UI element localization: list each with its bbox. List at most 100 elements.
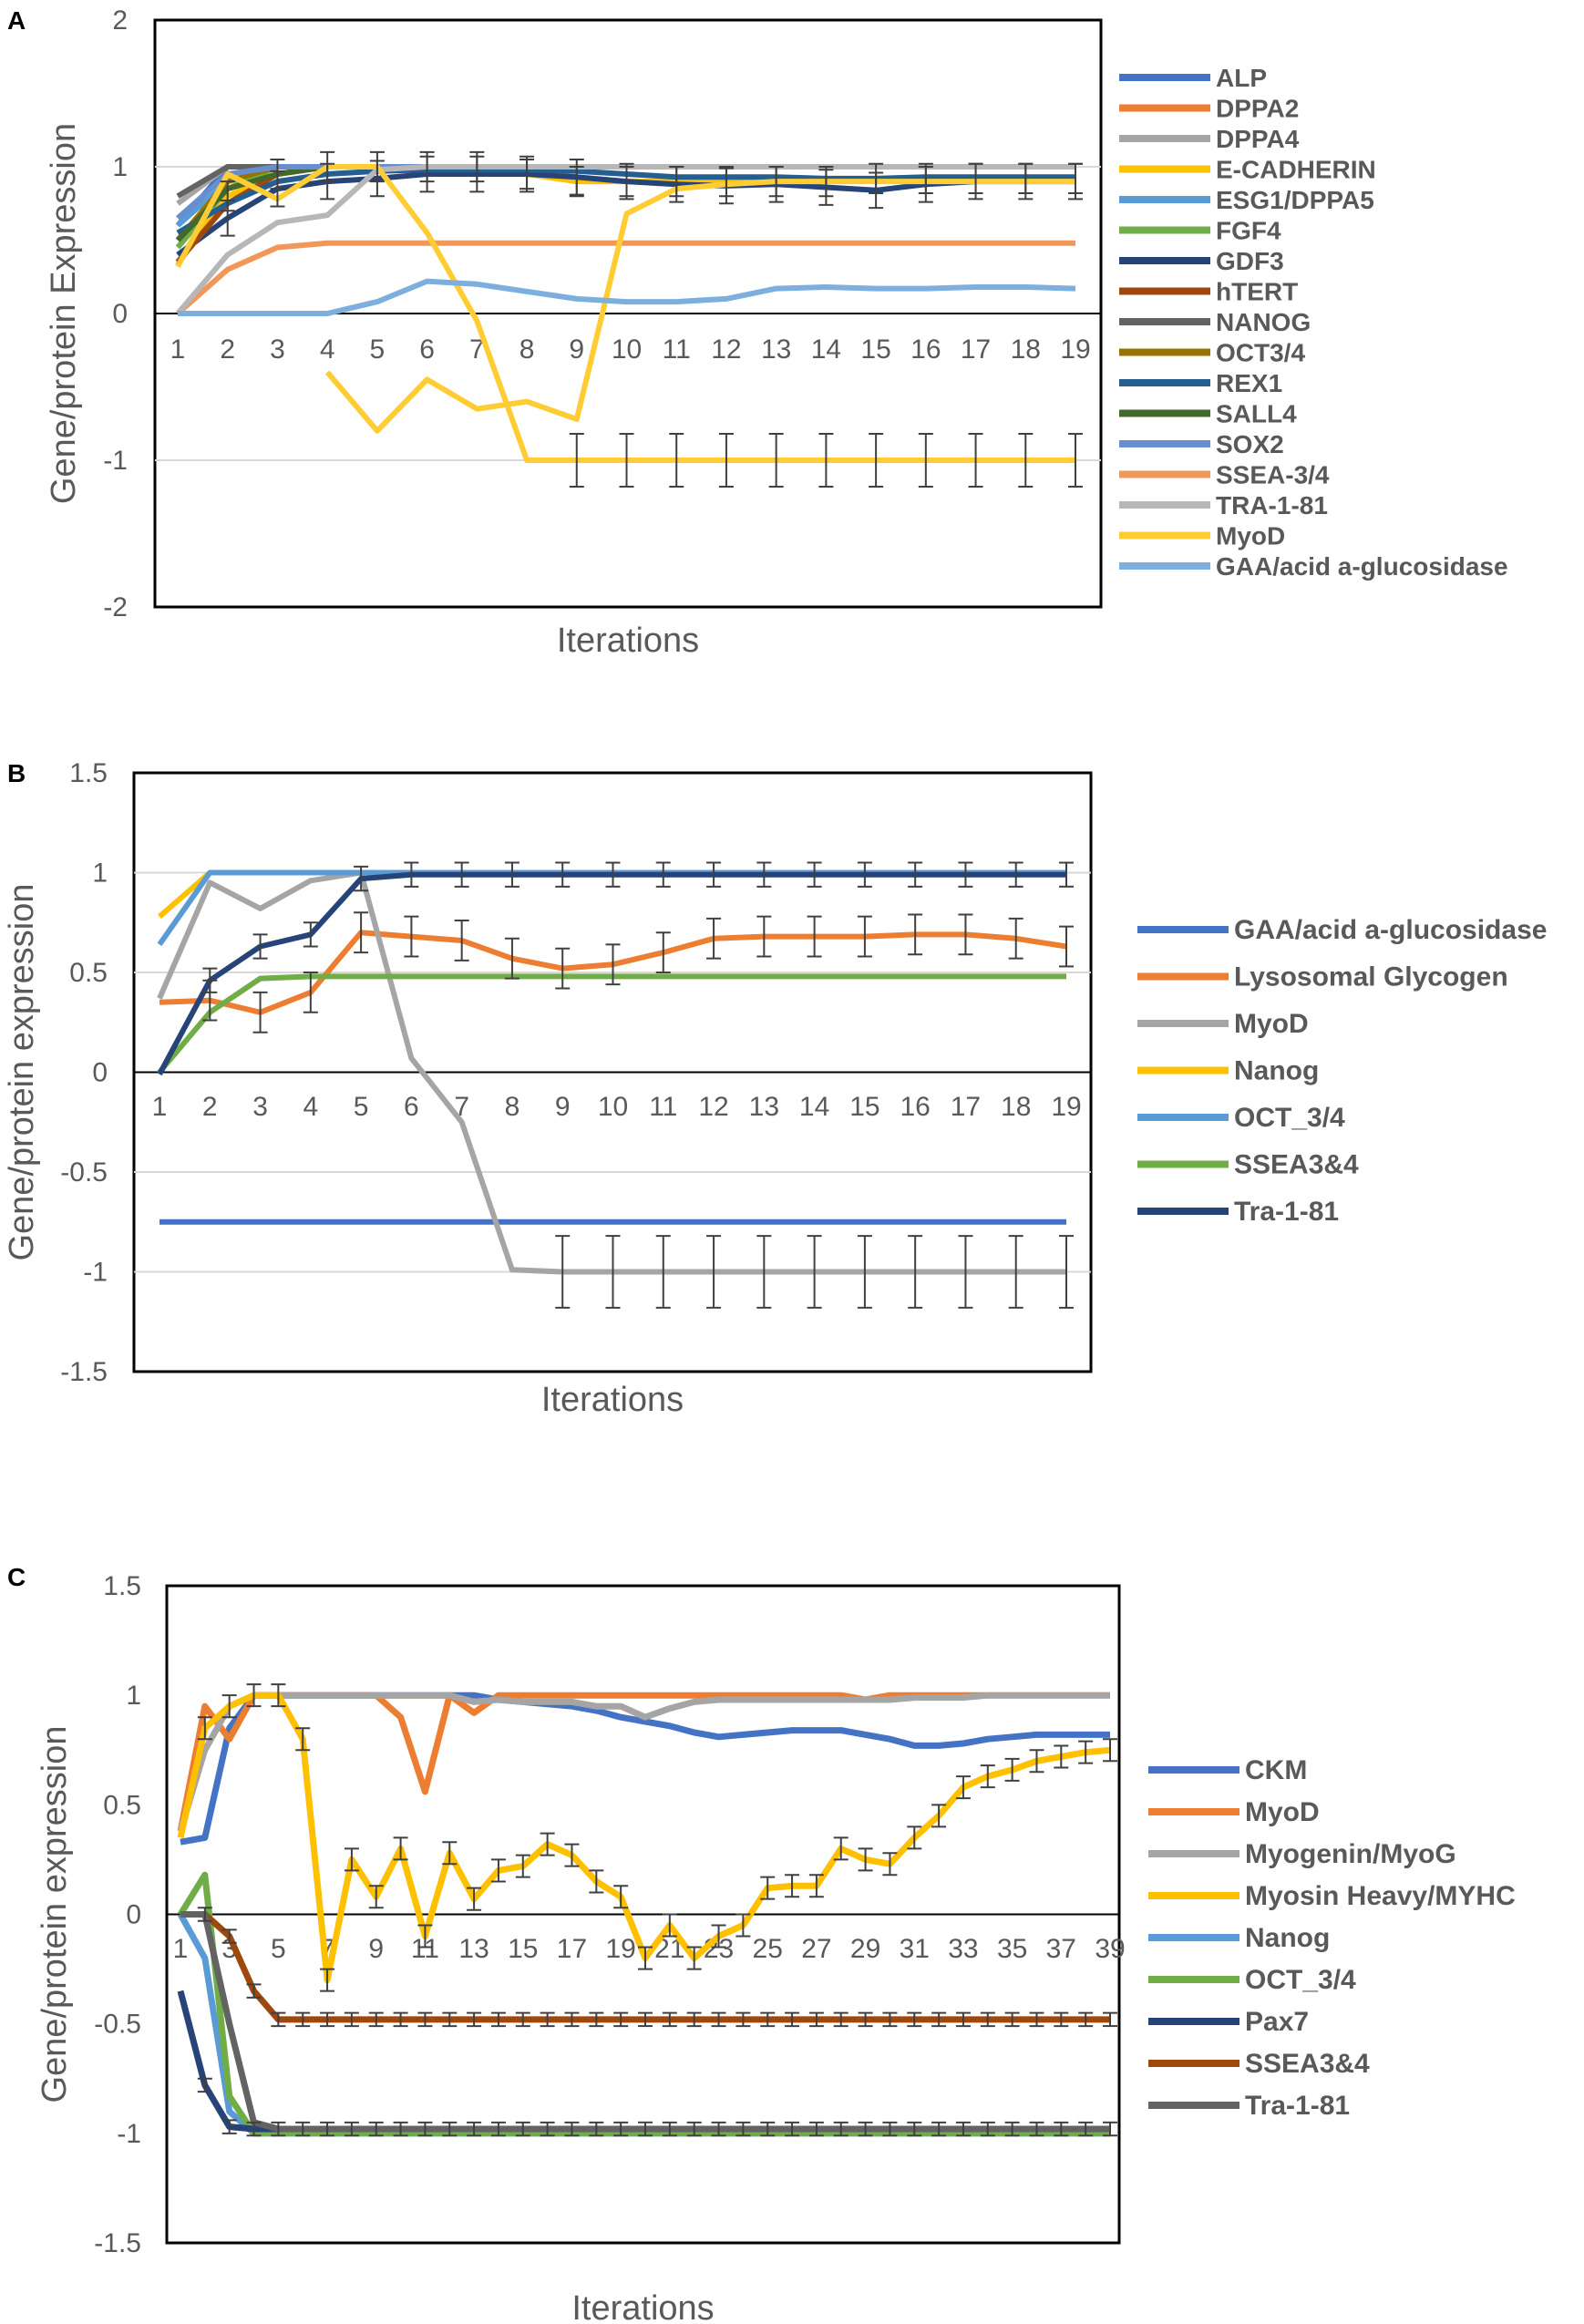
y-tick-label: 0 [92, 1058, 108, 1088]
legend-label: GAA/acid a-glucosidase [1234, 915, 1547, 945]
x-tick-label: 4 [320, 334, 335, 365]
x-tick-label: 17 [961, 334, 991, 365]
x-tick-label: 15 [508, 1934, 538, 1964]
x-tick-label: 3 [270, 334, 285, 365]
x-tick-label: 8 [505, 1092, 520, 1122]
x-tick-label: 1 [152, 1092, 168, 1122]
x-tick-label: 33 [948, 1934, 978, 1964]
y-tick-label: -0.5 [94, 2010, 141, 2040]
legend-label: Myosin Heavy/MYHC [1245, 1881, 1516, 1911]
x-tick-label: 27 [801, 1934, 831, 1964]
legend-label: Nanog [1234, 1056, 1319, 1086]
x-tick-label: 29 [850, 1934, 880, 1964]
legend-label: SOX2 [1216, 430, 1284, 458]
y-tick-label: 0 [112, 299, 128, 329]
x-tick-label: 18 [1001, 1092, 1031, 1122]
x-tick-label: 2 [220, 334, 235, 365]
y-tick-label: 1.5 [103, 1571, 141, 1601]
x-tick-label: 16 [910, 334, 941, 365]
y-tick-label: 1 [112, 152, 128, 182]
panel-label: C [7, 1563, 26, 1591]
chart-panel-b: B 1.510.50-0.5-1-1.51 2 3 4 5 6 7 8 9 10 11 12 13 14 15… [3, 758, 1547, 1419]
legend-label: DPPA2 [1216, 95, 1299, 123]
x-tick-label: 1 [173, 1934, 189, 1964]
x-tick-label: 9 [555, 1092, 571, 1122]
legend-label: NANOG [1216, 308, 1311, 336]
legend-label: MyoD [1245, 1797, 1320, 1827]
legend-label: ESG1/DPPA5 [1216, 186, 1374, 214]
legend-label: MyoD [1216, 522, 1285, 550]
y-tick-label: 1.5 [69, 758, 108, 788]
legend-label: SSEA-3/4 [1216, 461, 1330, 489]
legend-label: hTERT [1216, 278, 1298, 306]
x-tick-label: 6 [404, 1092, 419, 1122]
legend-label: FGF4 [1216, 217, 1281, 245]
legend-label: DPPA4 [1216, 125, 1300, 153]
series-line-13 [176, 240, 1075, 316]
legend-label: GDF3 [1216, 247, 1284, 275]
legend-label: MyoD [1234, 1009, 1309, 1039]
y-tick-label: -2 [103, 592, 128, 622]
x-tick-label: 14 [811, 334, 841, 365]
legend-label: OCT3/4 [1216, 339, 1305, 367]
x-tick-label: 2 [202, 1092, 218, 1122]
x-tick-label: 15 [860, 334, 890, 365]
legend-label: Nanog [1245, 1923, 1330, 1953]
x-axis-title: Iterations [557, 622, 699, 660]
x-tick-label: 10 [612, 334, 642, 365]
y-tick-label: -1 [117, 2119, 141, 2149]
x-tick-label: 11 [649, 1092, 677, 1122]
x-tick-label: 13 [458, 1934, 489, 1964]
y-tick-label: -1.5 [94, 2228, 141, 2258]
x-tick-label: 37 [1046, 1934, 1076, 1964]
x-tick-label: 18 [1011, 334, 1041, 365]
y-tick-label: 1 [92, 859, 108, 889]
x-tick-label: 11 [663, 334, 691, 365]
y-axis-title: Gene/protein expression [3, 883, 41, 1260]
legend-label: Tra-1-81 [1245, 2091, 1350, 2121]
x-tick-label: 14 [799, 1092, 829, 1122]
legend-label: Myogenin/MyoG [1245, 1839, 1456, 1869]
x-tick-label: 16 [900, 1092, 930, 1122]
x-tick-label: 5 [271, 1934, 286, 1964]
legend-label: GAA/acid a-glucosidase [1216, 552, 1508, 581]
x-tick-label: 15 [849, 1092, 879, 1122]
y-tick-label: 1 [126, 1681, 141, 1711]
legend-label: SSEA3&4 [1245, 2049, 1370, 2079]
x-tick-label: 12 [711, 334, 741, 365]
legend-label: Lysosomal Glycogen [1234, 962, 1508, 992]
legend-label: TRA-1-81 [1216, 491, 1328, 519]
x-tick-label: 4 [303, 1092, 318, 1122]
legend-label: OCT_3/4 [1234, 1103, 1345, 1133]
x-tick-label: 13 [749, 1092, 779, 1122]
x-tick-label: 31 [900, 1934, 930, 1964]
x-tick-label: 3 [252, 1092, 268, 1122]
series-line-2 [177, 1692, 1110, 1833]
legend-label: SSEA3&4 [1234, 1150, 1359, 1180]
y-tick-label: -1.5 [60, 1357, 108, 1387]
x-tick-label: 19 [1060, 334, 1090, 365]
x-tick-label: 9 [368, 1934, 384, 1964]
chart-panel-a: A 210-1-21 2 3 4 5 6 7 8 9 10 11 12 13 14 15 16 17 18 19Gen… [7, 5, 1508, 660]
y-tick-label: -1 [103, 446, 128, 476]
x-tick-label: 1 [170, 334, 186, 365]
x-tick-label: 7 [469, 334, 485, 365]
x-tick-label: 9 [569, 334, 584, 365]
series-line-16 [178, 278, 1076, 316]
x-axis-title: Iterations [541, 1381, 684, 1419]
x-axis-title: Iterations [571, 2289, 714, 2324]
x-tick-label: 19 [605, 1934, 635, 1964]
panel-label: B [7, 759, 26, 787]
x-tick-label: 12 [698, 1092, 728, 1122]
x-tick-label: 5 [354, 1092, 369, 1122]
y-tick-label: -0.5 [60, 1157, 108, 1188]
legend-label: Pax7 [1245, 2007, 1309, 2037]
chart-panel-c: C 1.510.50-0.5-1-1.51 3 5 7 9 11 13 15 17 19 21 23 25… [7, 1563, 1516, 2324]
x-tick-label: 39 [1095, 1934, 1125, 1964]
legend-label: ALP [1216, 64, 1267, 92]
x-tick-label: 5 [370, 334, 386, 365]
x-tick-label: 10 [598, 1092, 628, 1122]
legend-label: OCT_3/4 [1245, 1965, 1356, 1995]
legend-label: CKM [1245, 1755, 1307, 1785]
